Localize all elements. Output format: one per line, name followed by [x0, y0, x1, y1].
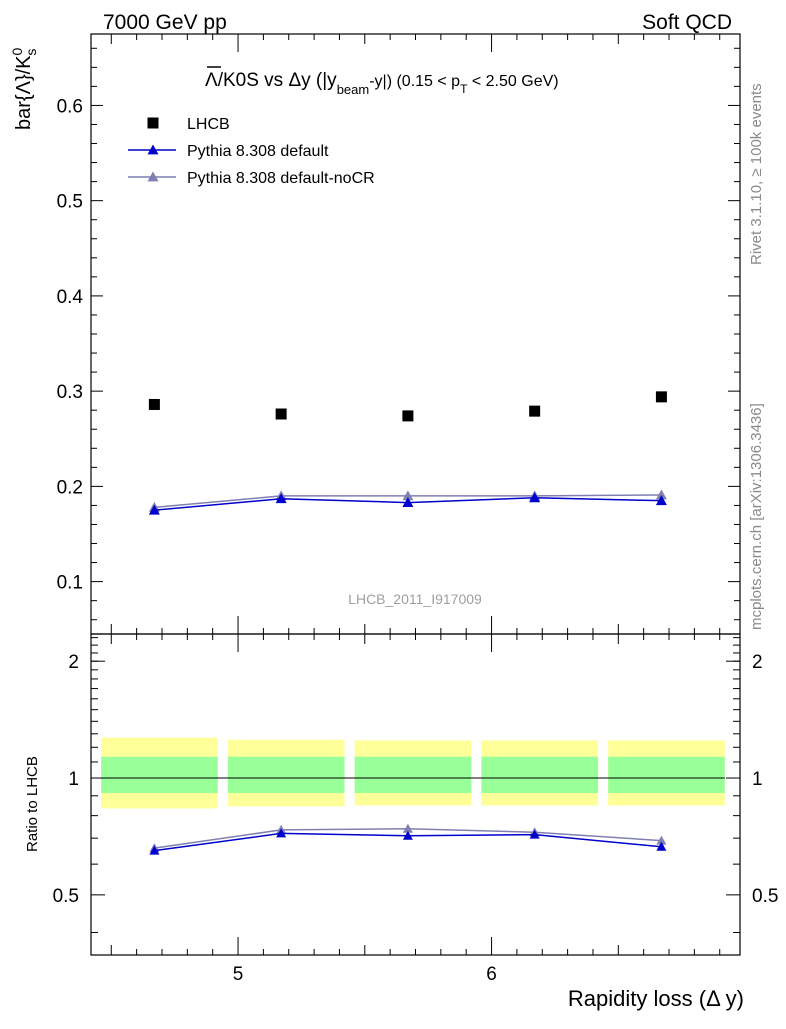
y-axis-label: bar{Λ}/K0s	[9, 47, 39, 130]
legend-label: LHCB	[187, 116, 230, 133]
x-axis-label: Rapidity loss (Δ y)	[568, 986, 744, 1011]
data-point	[529, 405, 541, 417]
y-tick-label: 0.2	[57, 477, 83, 498]
ratio-y-tick-label-right: 1	[752, 769, 763, 790]
ratio-series-point	[149, 845, 160, 855]
ratio-series-point	[276, 828, 287, 838]
uncertainty-band-inner	[227, 756, 345, 794]
ratio-y-tick-label-right: 0.5	[752, 886, 778, 907]
ratio-y-axis-label: Ratio to LHCB	[24, 756, 41, 852]
series-point	[655, 489, 667, 500]
mcplots-label: mcplots.cern.ch [arXiv:1306.3436]	[748, 403, 765, 630]
ratio-series-point	[529, 829, 540, 839]
ratio-y-tick-label: 0.5	[53, 886, 79, 907]
ratio-series-point	[656, 841, 667, 851]
header-right: Soft QCD	[642, 11, 732, 34]
data-point	[275, 408, 287, 420]
x-tick-label: 6	[486, 964, 497, 985]
series-point	[402, 490, 414, 501]
y-tick-label: 0.1	[57, 573, 83, 594]
ratio-series-point	[656, 835, 667, 845]
y-tick-label: 0.4	[57, 287, 84, 308]
legend-marker	[147, 171, 159, 182]
legend-marker	[147, 144, 159, 155]
ratio-y-tick-label: 2	[68, 652, 79, 673]
ratio-series-point	[402, 823, 413, 833]
series-point	[655, 495, 667, 506]
ratio-panel: 5 6 0.5 0.5 1 1 2 2	[53, 633, 778, 985]
series-point	[275, 493, 287, 504]
rivet-version-label: Rivet 3.1.10, ≥ 100k events	[748, 83, 765, 265]
y-tick-label: 0.5	[57, 192, 83, 213]
series-point	[529, 492, 541, 503]
x-tick-label: 5	[233, 964, 244, 985]
legend-label: Pythia 8.308 default	[187, 143, 329, 160]
uncertainty-band-inner	[481, 756, 599, 794]
legend-label: Pythia 8.308 default-noCR	[187, 170, 375, 187]
ratio-series-point	[402, 830, 413, 840]
ratio-y-tick-label: 1	[68, 769, 79, 790]
y-tick-label: 0.6	[57, 96, 83, 117]
legend-marker	[147, 117, 159, 129]
uncertainty-band-inner	[608, 756, 725, 794]
series-point	[148, 504, 160, 515]
header-left: 7000 GeV pp	[103, 11, 227, 34]
uncertainty-band-inner	[354, 756, 472, 794]
legend: LHCB Pythia 8.308 default Pythia 8.308 def…	[128, 116, 375, 187]
data-point	[655, 391, 667, 403]
data-point	[148, 398, 160, 410]
ratio-y-tick-label-right: 2	[752, 652, 763, 673]
y-tick-label: 0.3	[57, 382, 83, 403]
analysis-watermark: LHCB_2011_I917009	[348, 591, 482, 607]
plot-title: Λ/K0S vs Δy (|ybeam-y|) (0.15 < pT < 2.5…	[205, 70, 559, 97]
main-panel: 0.1 0.2 0.3 0.4 0.5 0.6	[57, 33, 741, 635]
uncertainty-band-inner	[101, 756, 218, 794]
series-point	[402, 497, 414, 507]
data-point	[402, 410, 414, 422]
